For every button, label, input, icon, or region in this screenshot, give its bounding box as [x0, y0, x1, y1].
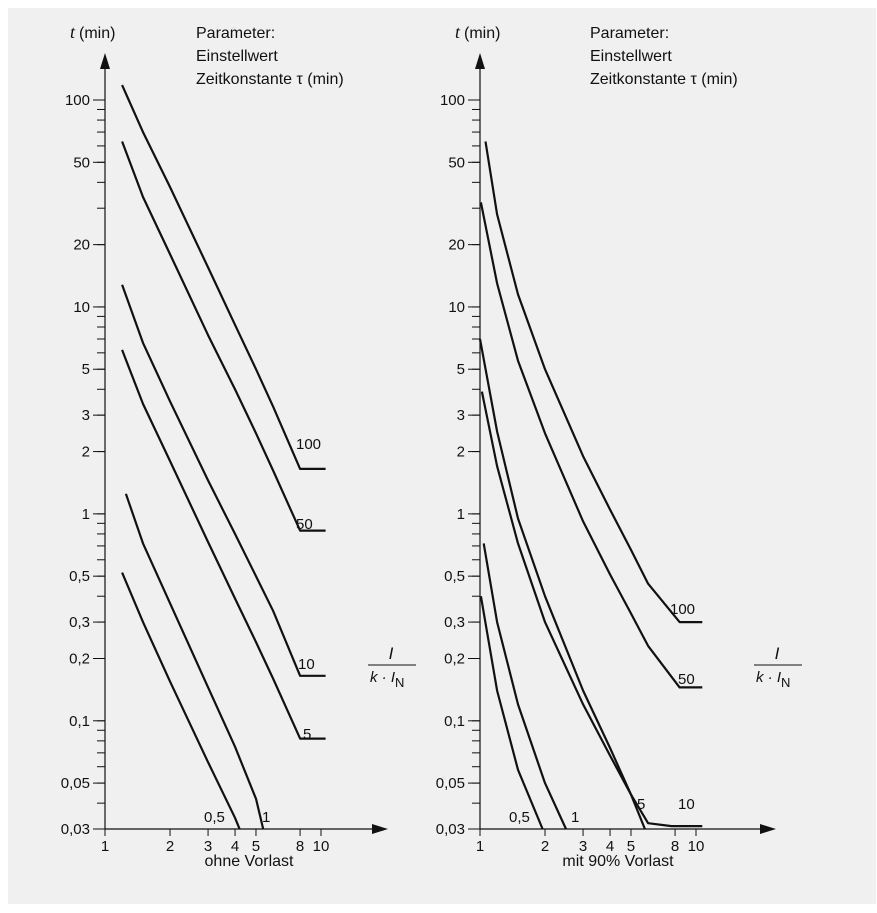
y-tick-label: 0,05	[61, 775, 90, 792]
x-axis-label-numerator: I	[775, 644, 780, 663]
curve-tau-5	[478, 338, 646, 830]
y-tick-label: 2	[457, 444, 465, 461]
y-tick-label: 50	[73, 154, 90, 171]
curve-label: 100	[296, 436, 321, 453]
y-tick-label: 0,2	[69, 651, 90, 668]
curve-label: 50	[678, 671, 695, 688]
x-tick-label: 1	[101, 838, 109, 855]
x-tick-label: 1	[476, 838, 484, 855]
y-tick-label: 0,1	[69, 713, 90, 730]
curve-tau-10	[121, 284, 326, 677]
panel-title: mit 90% Vorlast	[562, 853, 674, 870]
curve-tau-100	[484, 141, 703, 624]
x-axis-arrow	[372, 824, 388, 834]
x-tick-label: 4	[606, 838, 614, 855]
y-tick-label: 0,05	[436, 775, 465, 792]
y-tick-label: 3	[457, 407, 465, 424]
curve-tau-100	[121, 84, 326, 470]
curve-label: 0,5	[509, 809, 530, 826]
parameter-text-line: Zeitkonstante τ (min)	[590, 71, 738, 88]
curve-label: 10	[298, 656, 315, 673]
x-tick-label: 8	[296, 838, 304, 855]
parameter-text-line: Einstellwert	[196, 48, 278, 65]
curve-tau-1	[124, 493, 265, 830]
y-axis-label: t (min)	[70, 22, 115, 42]
y-tick-label: 3	[82, 407, 90, 424]
panel-title: ohne Vorlast	[205, 853, 295, 870]
x-axis-arrow	[760, 824, 776, 834]
curve-label: 5	[303, 726, 311, 743]
curve-tau-5	[121, 349, 326, 740]
x-tick-label: 3	[204, 838, 212, 855]
curve-label: 100	[670, 601, 695, 618]
y-tick-label: 1	[457, 506, 465, 523]
y-tick-label: 0,5	[69, 568, 90, 585]
x-axis-label-denominator: k · IN	[756, 669, 790, 690]
y-tick-label: 0,2	[444, 651, 465, 668]
x-tick-label: 4	[231, 838, 239, 855]
parameter-text-line: Einstellwert	[590, 48, 672, 65]
x-axis-label-numerator: I	[389, 644, 394, 663]
curve-tau-10	[480, 391, 703, 828]
curve-tau-0-5	[121, 572, 241, 830]
y-tick-label: 0,1	[444, 713, 465, 730]
y-tick-label: 10	[448, 299, 465, 316]
y-tick-label: 0,03	[436, 821, 465, 838]
curve-tau-1	[482, 543, 568, 830]
curve-label: 5	[637, 796, 645, 813]
y-tick-label: 20	[448, 237, 465, 254]
curve-label: 10	[678, 796, 695, 813]
y-tick-label: 5	[82, 361, 90, 378]
curve-label: 1	[571, 809, 579, 826]
curve-tau-0-5	[479, 596, 544, 830]
y-tick-label: 0,5	[444, 568, 465, 585]
x-tick-label: 8	[671, 838, 679, 855]
curve-tau-50	[479, 202, 703, 689]
y-tick-label: 5	[457, 361, 465, 378]
y-tick-label: 1	[82, 506, 90, 523]
y-axis-arrow	[100, 53, 110, 69]
figure-frame: 100 50 20 10 5 3 2 1 0,5 0,3 0,2 0,1 0,05 0,03 1 2 3 4 5 8 1…	[8, 8, 876, 904]
y-tick-label: 0,03	[61, 821, 90, 838]
x-tick-label: 10	[313, 838, 330, 855]
y-tick-label: 10	[73, 299, 90, 316]
x-axis-label-denominator: k · IN	[370, 669, 404, 690]
parameter-text-line: Parameter:	[196, 25, 275, 42]
x-tick-label: 5	[252, 838, 260, 855]
y-axis-arrow	[475, 53, 485, 69]
y-tick-label: 0,3	[444, 614, 465, 631]
y-tick-label: 100	[440, 92, 465, 109]
y-tick-label: 0,3	[69, 614, 90, 631]
y-tick-label: 100	[65, 92, 90, 109]
y-tick-label: 20	[73, 237, 90, 254]
x-tick-label: 10	[688, 838, 705, 855]
parameter-text-line: Zeitkonstante τ (min)	[196, 71, 344, 88]
x-tick-label: 2	[541, 838, 549, 855]
parameter-text-line: Parameter:	[590, 25, 669, 42]
x-tick-label: 3	[579, 838, 587, 855]
x-tick-label: 5	[627, 838, 635, 855]
x-tick-label: 2	[166, 838, 174, 855]
y-tick-label: 2	[82, 444, 90, 461]
curve-tau-50	[121, 141, 326, 532]
curve-label: 0,5	[204, 809, 225, 826]
curve-label: 50	[296, 516, 313, 533]
curve-label: 1	[262, 809, 270, 826]
y-tick-label: 50	[448, 154, 465, 171]
y-axis-label: t (min)	[455, 22, 500, 42]
